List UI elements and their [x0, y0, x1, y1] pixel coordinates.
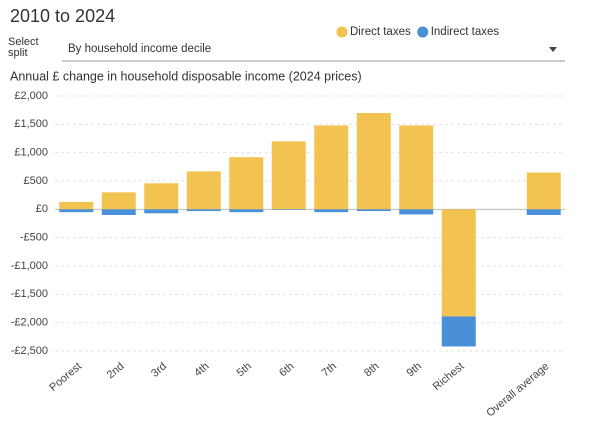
bar [101, 209, 136, 215]
x-tick-label: 8th [362, 360, 381, 379]
y-tick-label: -£500 [20, 232, 48, 244]
dropdown[interactable]: By household income decile [62, 43, 565, 62]
bar [356, 113, 391, 210]
y-tick-label: £0 [36, 203, 48, 215]
bar [399, 125, 434, 210]
x-tick-label: 2nd [105, 360, 127, 381]
y-tick-label: -£1,500 [11, 288, 48, 300]
bar [271, 141, 306, 210]
x-tick-label: 9th [405, 360, 424, 379]
x-tick-label: Poorest [47, 360, 84, 394]
y-tick-label: -£2,000 [11, 317, 48, 329]
bar [59, 209, 94, 213]
bar [229, 157, 264, 210]
x-tick-label: Overall average [484, 360, 551, 418]
y-tick-label: £1,500 [14, 118, 48, 130]
x-tick-label: 7th [320, 360, 339, 379]
bar [59, 201, 94, 210]
legend-label: Indirect taxes [431, 26, 500, 38]
select-label-box: Select split [8, 37, 39, 59]
y-tick-label: £2,000 [14, 90, 48, 102]
dropdown-value[interactable]: By household income decile [68, 43, 211, 55]
title: 2010 to 2024 [10, 6, 115, 26]
bar [399, 209, 434, 215]
y-tick-label: £500 [24, 175, 48, 187]
bar [144, 209, 179, 214]
x-tick-label: Richest [431, 360, 467, 393]
y-tick-label: £1,000 [14, 147, 48, 159]
bar [229, 209, 264, 213]
x-tick-label: 5th [235, 360, 254, 379]
bar [526, 209, 561, 215]
select-label: Select split [8, 37, 39, 59]
x-tick-label: 3rd [149, 360, 169, 379]
legend-label: Direct taxes [350, 26, 411, 38]
bar [526, 172, 561, 210]
dropdown-arrow[interactable] [549, 47, 557, 52]
bar [186, 171, 221, 210]
bar [101, 192, 136, 210]
y-tick-label: -£1,000 [11, 260, 48, 272]
bar [144, 183, 179, 210]
legend-swatch [336, 26, 348, 38]
bar [186, 209, 221, 212]
x-tick-label: 4th [192, 360, 211, 379]
y-tick-label: -£2,500 [11, 345, 48, 357]
bar [356, 209, 391, 212]
bar [441, 209, 476, 317]
bar [314, 209, 349, 213]
bar [271, 209, 306, 210]
bar [314, 125, 349, 210]
bar [441, 316, 476, 347]
y-axis-title: Annual £ change in household disposable … [10, 69, 362, 83]
legend-swatch [417, 26, 429, 38]
x-tick-label: 6th [277, 360, 296, 379]
